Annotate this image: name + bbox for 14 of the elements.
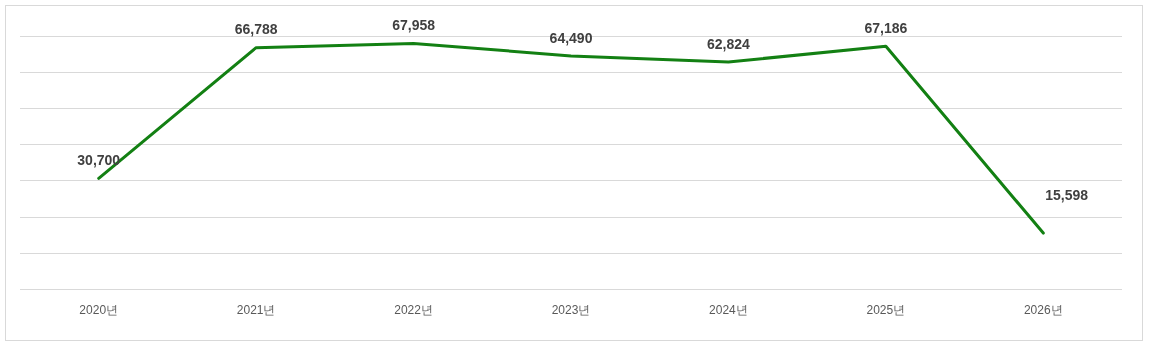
data-label: 64,490 [549, 29, 593, 46]
data-label: 62,824 [707, 35, 751, 52]
x-tick-label: 2024년 [709, 303, 748, 318]
data-label: 15,598 [1045, 186, 1089, 203]
x-tick-label: 2025년 [866, 303, 906, 318]
x-tick-label: 2026년 [1023, 303, 1063, 318]
data-label: 66,788 [234, 21, 278, 38]
data-label: 67,186 [864, 20, 908, 37]
x-tick-label: 2020년 [79, 303, 119, 318]
x-tick-label: 2021년 [236, 303, 276, 318]
x-tick-label: 2022년 [394, 303, 433, 318]
data-label: 67,958 [392, 17, 436, 34]
x-tick-label: 2023년 [551, 303, 591, 318]
data-label: 30,700 [77, 152, 121, 169]
